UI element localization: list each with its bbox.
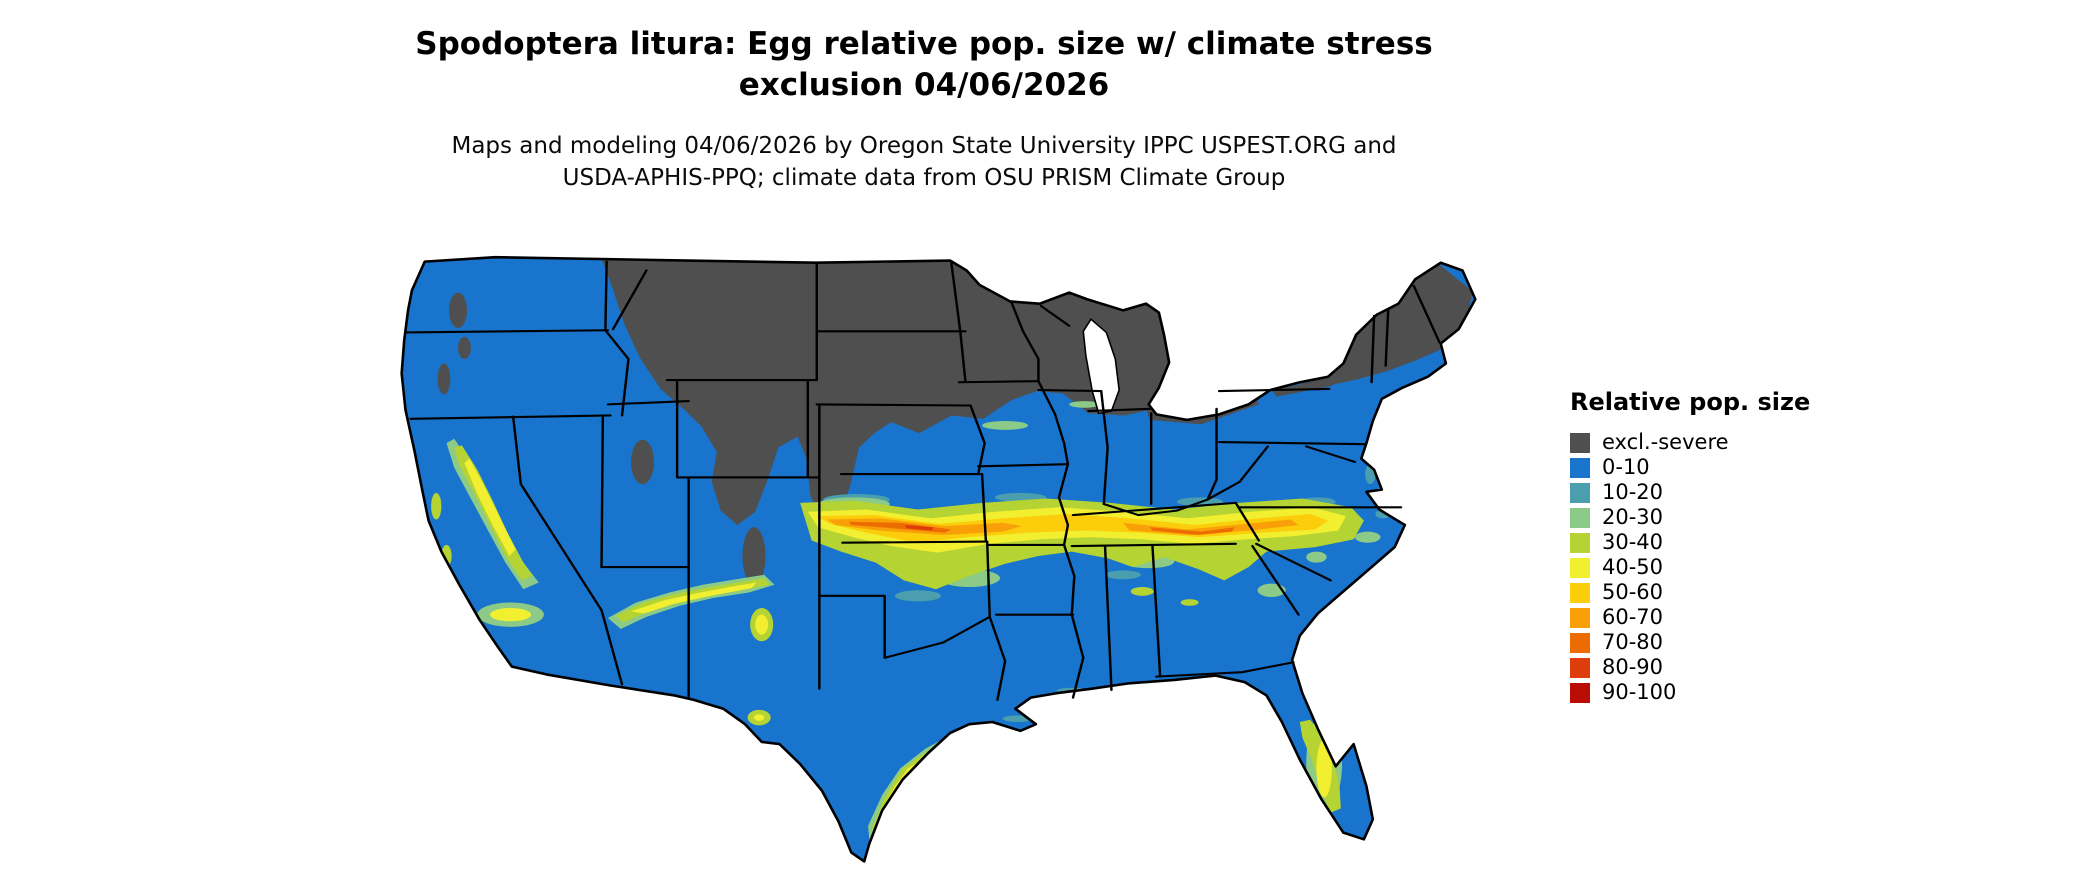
legend-label: 20-30 <box>1602 505 1664 529</box>
legend-items: excl.-severe 0-10 10-20 20-30 30-40 40-50 50-6… <box>1570 430 1850 705</box>
legend-label: 40-50 <box>1602 555 1664 579</box>
legend-swatch <box>1570 682 1590 703</box>
legend-label: excl.-severe <box>1602 430 1729 454</box>
legend-item: 50-60 <box>1570 580 1850 605</box>
legend-item: 90-100 <box>1570 680 1850 705</box>
legend-swatch <box>1570 507 1590 528</box>
map-subtitle-line2: USDA-APHIS-PPQ; climate data from OSU PR… <box>562 165 1286 192</box>
legend-label: 10-20 <box>1602 480 1664 504</box>
subtitle-block: Maps and modeling 04/06/2026 by Oregon S… <box>0 130 1848 195</box>
legend-item: 10-20 <box>1570 480 1850 505</box>
legend-item: 0-10 <box>1570 455 1850 480</box>
legend-swatch <box>1570 582 1590 603</box>
map-subtitle-line1: Maps and modeling 04/06/2026 by Oregon S… <box>451 132 1397 159</box>
legend-swatch <box>1570 657 1590 678</box>
title-block: Spodoptera litura: Egg relative pop. siz… <box>0 24 1848 195</box>
legend-item: 80-90 <box>1570 655 1850 680</box>
legend-swatch <box>1570 532 1590 553</box>
legend-item: 60-70 <box>1570 605 1850 630</box>
map-regions-50-60 <box>816 513 1328 543</box>
legend-title: Relative pop. size <box>1570 388 1811 416</box>
lake-michigan <box>1083 319 1119 413</box>
map-regions-80-90 <box>905 525 934 531</box>
legend-item: 40-50 <box>1570 555 1850 580</box>
legend: Relative pop. size excl.-severe 0-10 10-20… <box>1570 388 1850 705</box>
legend-swatch <box>1570 557 1590 578</box>
legend-item: excl.-severe <box>1570 430 1850 455</box>
legend-swatch <box>1570 457 1590 478</box>
state-boundaries <box>404 260 1441 701</box>
map-title-line2: exclusion 04/06/2026 <box>738 66 1110 103</box>
legend-label: 90-100 <box>1602 680 1677 704</box>
map <box>303 224 1533 888</box>
legend-item: 20-30 <box>1570 505 1850 530</box>
legend-label: 60-70 <box>1602 605 1664 629</box>
us-outline <box>402 257 1476 861</box>
legend-item: 30-40 <box>1570 530 1850 555</box>
legend-label: 0-10 <box>1602 455 1650 479</box>
us-map <box>303 224 1533 888</box>
legend-label: 70-80 <box>1602 630 1664 654</box>
legend-swatch <box>1570 632 1590 653</box>
legend-swatch <box>1570 432 1590 453</box>
legend-swatch <box>1570 482 1590 503</box>
legend-label: 50-60 <box>1602 580 1664 604</box>
map-title-line1: Spodoptera litura: Egg relative pop. siz… <box>415 26 1433 62</box>
legend-swatch <box>1570 607 1590 628</box>
legend-label: 30-40 <box>1602 530 1664 554</box>
legend-item: 70-80 <box>1570 630 1850 655</box>
legend-label: 80-90 <box>1602 655 1664 679</box>
